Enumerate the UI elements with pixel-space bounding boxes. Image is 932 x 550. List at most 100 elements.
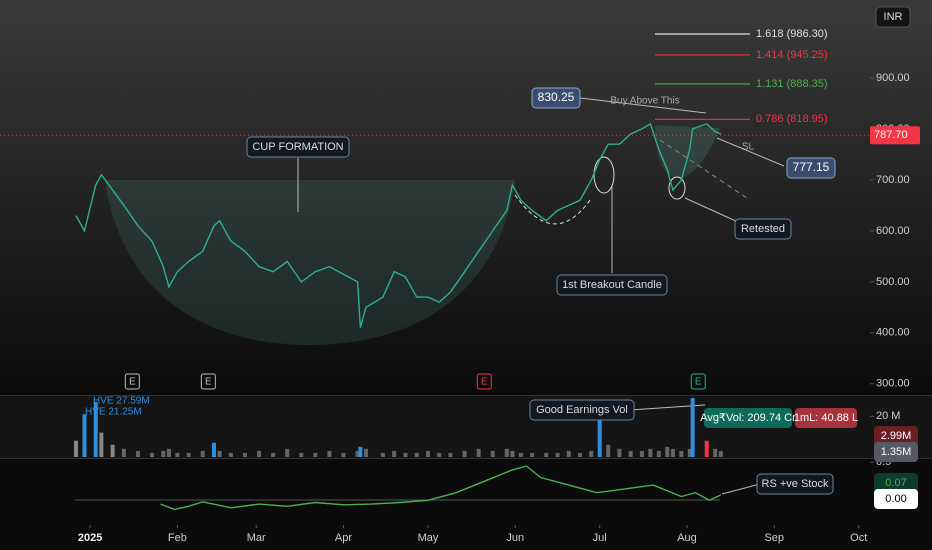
volume-bar xyxy=(530,452,535,457)
volume-bar xyxy=(211,442,216,457)
annotation-label: INR xyxy=(884,11,903,23)
volume-bar xyxy=(504,448,509,457)
volume-bar xyxy=(656,450,661,457)
event-marker xyxy=(476,373,492,390)
volume-bar xyxy=(704,440,709,457)
annotation-label: 1.35M xyxy=(881,446,912,458)
volume-bar xyxy=(364,448,369,457)
volume-bar xyxy=(617,448,622,457)
volume-bar xyxy=(679,450,684,457)
annotation-box xyxy=(529,399,635,421)
volume-bar xyxy=(175,452,180,457)
volume-bar xyxy=(555,452,560,457)
annotation-box xyxy=(531,87,581,109)
leader xyxy=(684,197,739,223)
event-marker xyxy=(124,373,140,390)
volume-bar xyxy=(313,452,318,457)
volume-bar xyxy=(161,450,166,457)
annotation-box xyxy=(874,489,918,509)
annotation-label: 1st Breakout Candle xyxy=(562,279,662,291)
annotation-label: Good Earnings Vol xyxy=(536,404,628,416)
volume-bar xyxy=(93,402,98,457)
series-line xyxy=(75,122,722,328)
event-label: E xyxy=(129,377,136,388)
volume-bar xyxy=(628,450,633,457)
volume-bar xyxy=(228,452,233,457)
annotation-box xyxy=(795,408,857,428)
y-tick-label: 600.00 xyxy=(876,225,910,237)
y-tick-label: 500.00 xyxy=(876,276,910,288)
volume-bar xyxy=(74,440,79,457)
annotation-box xyxy=(874,426,918,446)
volume-bar xyxy=(544,452,549,457)
x-tick-label: Sep xyxy=(764,532,784,544)
volume-bar xyxy=(285,448,290,457)
volume-bar xyxy=(341,452,346,457)
volume-bar xyxy=(476,448,481,457)
fib-label: 0.786 (818.95) xyxy=(756,113,828,125)
annotation-label: 830.25 xyxy=(538,90,575,104)
volume-bar xyxy=(414,452,419,457)
cup-shape xyxy=(105,180,515,345)
x-tick-label: 2025 xyxy=(78,532,102,544)
volume-bar xyxy=(99,432,104,457)
price-pane xyxy=(0,0,932,395)
volume-bar xyxy=(448,452,453,457)
volume-bar xyxy=(327,450,332,457)
annotation-label: SL xyxy=(742,142,755,153)
event-label: E xyxy=(481,377,488,388)
y-tick-label: 700.00 xyxy=(876,174,910,186)
volume-bar xyxy=(121,448,126,457)
trend-line xyxy=(659,139,751,201)
volume-bar xyxy=(257,450,262,457)
volume-bar xyxy=(665,446,670,457)
x-tick-label: Jun xyxy=(506,532,524,544)
volume-bar xyxy=(271,452,276,457)
handle-shape xyxy=(655,125,720,178)
fib-label: 1.618 (986.30) xyxy=(756,28,828,40)
volume-bar xyxy=(510,450,515,457)
event-marker xyxy=(200,373,216,390)
volume-bar xyxy=(403,452,408,457)
volume-bar xyxy=(606,444,611,457)
volume-bar xyxy=(82,414,87,457)
y-tick-label: 900.00 xyxy=(876,72,910,84)
volume-bar xyxy=(437,452,442,457)
annotation-box xyxy=(786,157,836,179)
annotation-box xyxy=(874,442,918,462)
leader xyxy=(716,137,785,167)
volume-bar xyxy=(110,444,115,457)
annotation-label: Avg₹Vol: 209.74 Cr xyxy=(700,412,796,424)
y-tick-label: 400.00 xyxy=(876,327,910,339)
volume-bar xyxy=(589,450,594,457)
volume-bar xyxy=(690,398,695,457)
annotation-label: 0.00 xyxy=(885,493,906,505)
volume-bar xyxy=(648,448,653,457)
x-tick-label: Aug xyxy=(677,532,697,544)
retest-circle xyxy=(668,176,686,200)
leader xyxy=(721,483,761,495)
volume-bar xyxy=(200,450,205,457)
y-tick-label: 300.00 xyxy=(876,378,910,390)
last-price-label: 787.70 xyxy=(874,129,908,141)
series-line xyxy=(160,465,722,511)
x-tick-label: Apr xyxy=(335,532,352,544)
annotation-label: 777.15 xyxy=(793,160,830,174)
annotation-box xyxy=(556,274,668,296)
volume-bar xyxy=(358,446,363,457)
volume-bar xyxy=(713,448,718,457)
event-label: E xyxy=(205,377,212,388)
volume-bar xyxy=(718,450,723,457)
volume-bar xyxy=(490,450,495,457)
annotation-label: CUP FORMATION xyxy=(252,141,343,153)
volume-bar xyxy=(299,452,304,457)
annotation-label: HVE 27.59M xyxy=(93,396,150,407)
volume-bar xyxy=(462,450,467,457)
volume-bar xyxy=(166,448,171,457)
annotation-label: 2.99M xyxy=(881,430,912,442)
annotation-box xyxy=(756,473,834,495)
fib-label: 1.131 (888.35) xyxy=(756,78,828,90)
volume-bar xyxy=(217,450,222,457)
x-tick-label: Oct xyxy=(850,532,867,544)
